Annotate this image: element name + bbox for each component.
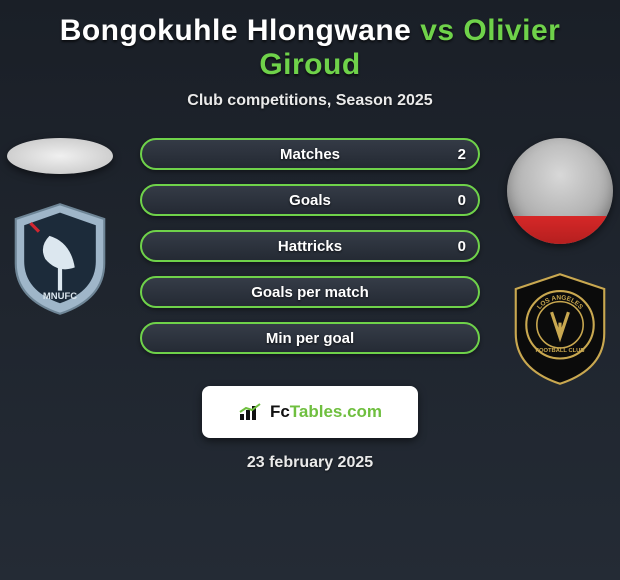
chart-icon <box>238 402 264 422</box>
stat-bar-goals: Goals 0 <box>140 184 480 216</box>
subtitle: Club competitions, Season 2025 <box>0 92 620 110</box>
stat-value-right: 0 <box>458 192 466 209</box>
vs-label: vs <box>420 14 454 47</box>
player1-name: Bongokuhle Hlongwane <box>60 14 412 47</box>
content-area: MNUFC LOS ANGELES FOOTBALL CLUB Matches <box>0 138 620 472</box>
player2-avatar <box>507 138 613 244</box>
brand-suffix: Tables.com <box>290 402 382 421</box>
stat-bars: Matches 2 Goals 0 Hattricks 0 Goals per … <box>140 138 480 354</box>
left-column: MNUFC <box>0 138 120 318</box>
svg-text:MNUFC: MNUFC <box>43 291 77 302</box>
player1-club-crest: MNUFC <box>7 200 113 318</box>
stat-label: Matches <box>280 146 340 163</box>
right-column: LOS ANGELES FOOTBALL CLUB <box>500 138 620 388</box>
source-badge: FcTables.com <box>202 386 418 438</box>
stat-value-right: 0 <box>458 238 466 255</box>
player2-club-crest: LOS ANGELES FOOTBALL CLUB <box>507 270 613 388</box>
player1-avatar-placeholder <box>7 138 113 174</box>
stat-label: Goals <box>289 192 331 209</box>
stat-value-right: 2 <box>458 146 466 163</box>
comparison-title: Bongokuhle Hlongwane vs Olivier Giroud <box>0 0 620 86</box>
brand-text: FcTables.com <box>270 402 382 422</box>
svg-text:FOOTBALL CLUB: FOOTBALL CLUB <box>535 348 584 354</box>
stat-label: Min per goal <box>266 330 354 347</box>
stat-bar-hattricks: Hattricks 0 <box>140 230 480 262</box>
stat-bar-matches: Matches 2 <box>140 138 480 170</box>
stat-bar-goals-per-match: Goals per match <box>140 276 480 308</box>
stat-bar-min-per-goal: Min per goal <box>140 322 480 354</box>
stat-label: Goals per match <box>251 284 369 301</box>
brand-prefix: Fc <box>270 402 290 421</box>
date-label: 23 february 2025 <box>0 454 620 472</box>
stat-label: Hattricks <box>278 238 342 255</box>
